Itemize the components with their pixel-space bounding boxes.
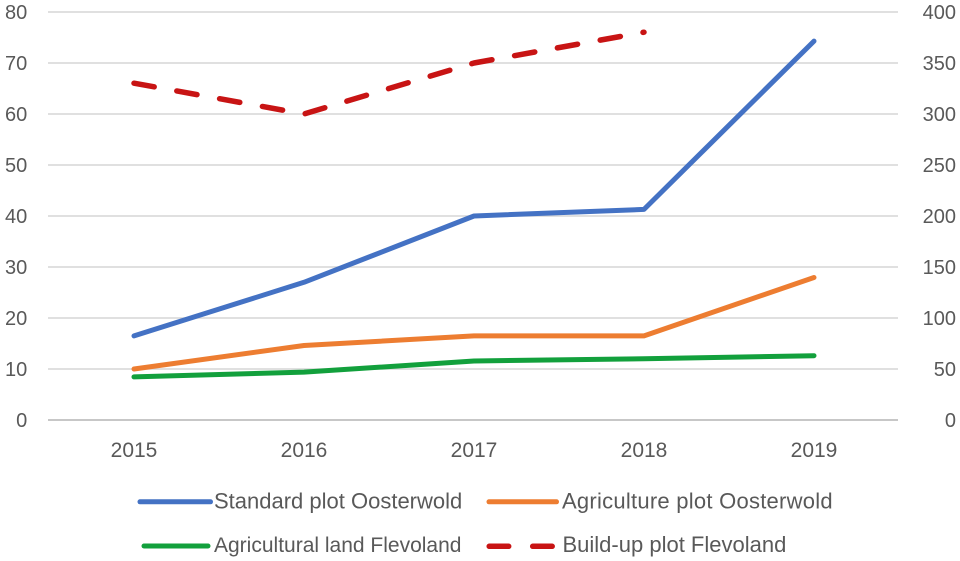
svg-text:200: 200: [923, 206, 956, 228]
svg-text:Build-up plot Flevoland: Build-up plot Flevoland: [563, 532, 787, 557]
svg-text:0: 0: [945, 410, 956, 432]
svg-text:150: 150: [923, 257, 956, 279]
svg-text:400: 400: [923, 2, 956, 24]
svg-text:250: 250: [923, 155, 956, 177]
svg-text:2016: 2016: [281, 439, 328, 462]
svg-text:2018: 2018: [621, 439, 668, 462]
svg-text:10: 10: [5, 359, 27, 381]
svg-text:50: 50: [5, 155, 27, 177]
svg-text:30: 30: [5, 257, 27, 279]
svg-text:0: 0: [16, 410, 27, 432]
svg-text:70: 70: [5, 53, 27, 75]
svg-text:2015: 2015: [111, 439, 158, 462]
svg-text:40: 40: [5, 206, 27, 228]
svg-text:300: 300: [923, 104, 956, 126]
svg-text:100: 100: [923, 308, 956, 330]
svg-text:20: 20: [5, 308, 27, 330]
svg-text:Agricultural land Flevoland: Agricultural land Flevoland: [214, 534, 461, 557]
svg-text:60: 60: [5, 104, 27, 126]
svg-text:350: 350: [923, 53, 956, 75]
svg-text:2019: 2019: [791, 439, 838, 462]
svg-text:Standard plot Oosterwold: Standard plot Oosterwold: [214, 489, 462, 514]
svg-text:50: 50: [934, 359, 956, 381]
svg-text:2017: 2017: [451, 439, 498, 462]
svg-text:80: 80: [5, 2, 27, 24]
svg-text:Agriculture plot Oosterwold: Agriculture plot Oosterwold: [562, 489, 833, 514]
